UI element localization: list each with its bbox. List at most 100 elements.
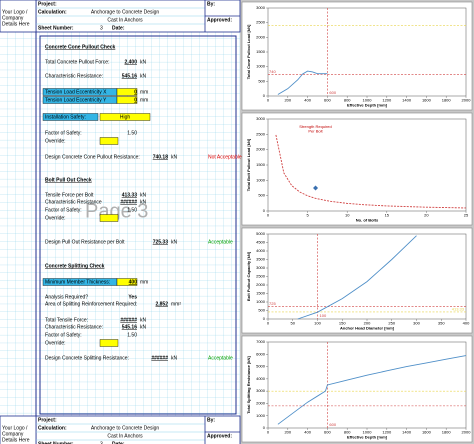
y-tick-label: 4000 [256, 248, 266, 253]
row-value: ###### [120, 317, 137, 323]
plot-area [267, 233, 467, 320]
y-tick-label: 2000 [256, 147, 266, 152]
y-tick-label: 0 [263, 208, 266, 213]
y-tick-label: 3000 [256, 388, 266, 393]
row-unit: mm² [171, 301, 181, 307]
row-label: Override: [45, 340, 66, 346]
x-tick-label: 0 [267, 321, 270, 326]
x-tick-label: 1000 [363, 430, 373, 435]
logo-text: Company [2, 431, 24, 437]
x-tick-label: 400 [463, 321, 470, 326]
x-tick-label: 400 [304, 98, 311, 103]
row-value: 413.33 [122, 192, 138, 198]
y-tick-label: 6000 [256, 351, 266, 356]
y-tick-label: 1500 [256, 49, 266, 54]
data-line [275, 134, 467, 209]
row-label: Characteristic Resistance [45, 199, 102, 205]
input-field [99, 339, 119, 347]
x-axis-title: Effective Depth [mm] [347, 435, 388, 440]
label: Sheet Number: [38, 441, 74, 444]
y-tick-label: 1000 [256, 299, 266, 304]
row-unit: kN [140, 59, 147, 65]
row-value: 725.33 [153, 239, 169, 245]
row-value: 545.16 [122, 73, 138, 79]
row-value: 2,852 [155, 301, 168, 307]
y-tick-label: 1500 [256, 291, 266, 296]
y-tick-label: 1000 [256, 64, 266, 69]
row-value: 740.18 [153, 154, 169, 160]
x-tick-label: 1600 [422, 430, 432, 435]
row-label: Characteristic Resistance: [45, 324, 103, 330]
x-tick-label: 1800 [442, 98, 452, 103]
y-tick-label: 3000 [256, 265, 266, 270]
y-tick-label: 5000 [256, 231, 266, 236]
row-label: Analysis Required? [45, 294, 88, 300]
y-tick-label: 4000 [256, 376, 266, 381]
x-axis-title: Effective Depth [mm] [347, 103, 388, 108]
reference-label: 725 [269, 301, 276, 306]
label: Date: [112, 25, 125, 31]
x-tick-label: 2000 [462, 430, 472, 435]
section-title: Concrete Splitting Check [45, 263, 105, 269]
data-line [277, 70, 328, 95]
row-value: 2,400 [124, 59, 137, 65]
x-tick-label: 350 [438, 321, 445, 326]
x-tick-label: 800 [344, 430, 351, 435]
value: 3 [100, 25, 103, 31]
row-unit: kN [140, 199, 147, 205]
row-label: Characteristic Resistance: [45, 73, 103, 79]
x-tick-label: 2000 [462, 98, 472, 103]
row-unit: kN [171, 355, 178, 361]
data-point [313, 185, 319, 191]
label: Approved: [207, 17, 232, 23]
value: Anchorage to Concrete Design [91, 425, 160, 431]
y-axis-title: Total Splitting Resistance [kN] [246, 356, 251, 414]
label: By: [207, 417, 215, 423]
y-axis-title: Total Cone Pullout Load [kN] [246, 24, 251, 79]
row-value: Yes [128, 294, 137, 300]
section-title: Concrete Cone Pullout Check [45, 44, 116, 50]
reference-label: 740 [269, 69, 276, 74]
row-value: 1.50 [127, 207, 137, 213]
x-tick-label: 1200 [382, 98, 392, 103]
row-label: Factor of Safety: [45, 130, 82, 136]
x-tick-label: 800 [344, 98, 351, 103]
row-label: Total Tensile Force: [45, 317, 88, 323]
input-field [99, 137, 119, 145]
y-axis-title: Bolt Pullout Capacity [kN] [246, 251, 251, 301]
label-highlight [42, 113, 99, 121]
x-tick-label: 150 [339, 321, 346, 326]
section-title: Bolt Pull Out Check [45, 177, 92, 183]
input-field [116, 278, 138, 286]
y-tick-label: 0 [263, 93, 266, 98]
y-tick-label: 0 [263, 316, 266, 321]
y-tick-label: 1500 [256, 162, 266, 167]
logo-box [0, 0, 37, 33]
logo-text: Company [2, 15, 24, 21]
label: Date: [112, 441, 125, 444]
x-tick-label: 400 [304, 430, 311, 435]
logo-text: Your Logo / [2, 425, 28, 431]
x-tick-label: 300 [413, 321, 420, 326]
row-value: High [120, 114, 131, 120]
y-tick-label: 1000 [256, 413, 266, 418]
row-label: Factor of Safety: [45, 207, 82, 213]
value: 3 [100, 441, 103, 444]
x-tick-label: 100 [314, 321, 321, 326]
x-tick-label: 200 [284, 98, 291, 103]
data-line [277, 355, 467, 425]
y-tick-label: 3500 [256, 257, 266, 262]
row-value: 0 [134, 89, 137, 95]
reference-label: 100 [320, 313, 327, 318]
label: Project: [38, 1, 57, 7]
row-label: Override: [45, 138, 66, 144]
data-line [297, 235, 417, 320]
x-tick-label: 20 [424, 213, 429, 218]
row-label: Area of Splitting Reinforcement Required… [45, 301, 137, 307]
x-tick-label: 0 [267, 98, 270, 103]
plot-area [267, 7, 467, 97]
value: Cast In Anchors [107, 17, 143, 23]
y-tick-label: 2000 [256, 282, 266, 287]
input-field [116, 96, 138, 104]
